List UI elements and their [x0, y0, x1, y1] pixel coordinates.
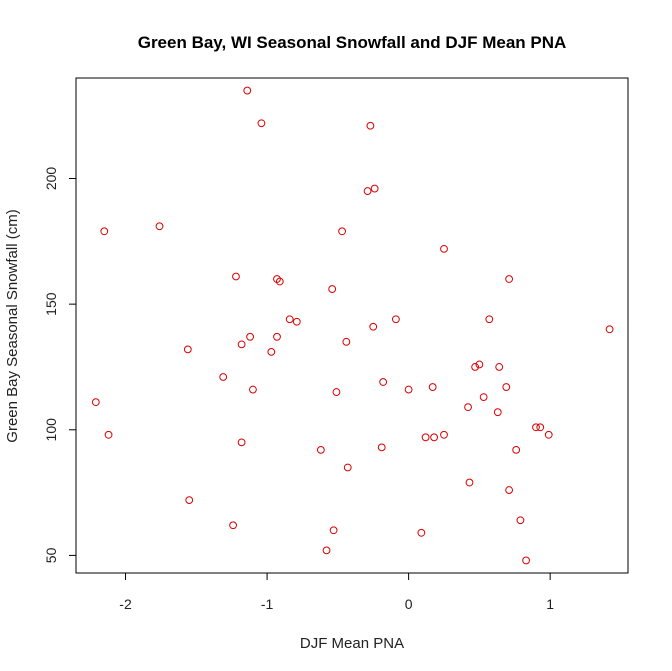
- data-point: [369, 322, 378, 331]
- data-point: [343, 463, 352, 472]
- data-point: [605, 325, 614, 334]
- data-points: [91, 86, 614, 565]
- data-point: [512, 445, 521, 454]
- data-point: [479, 393, 488, 402]
- data-point: [421, 433, 430, 442]
- data-point: [243, 86, 252, 95]
- data-point: [505, 275, 514, 283]
- y-axis: 50 100 150 200: [43, 167, 77, 563]
- data-point: [502, 383, 511, 391]
- x-axis-label: DJF Mean PNA: [300, 635, 404, 652]
- data-point: [273, 332, 281, 341]
- data-point: [495, 363, 504, 371]
- data-point: [440, 244, 448, 253]
- data-point: [464, 403, 472, 412]
- data-point: [275, 277, 284, 286]
- data-point: [100, 227, 109, 236]
- data-point: [370, 184, 379, 193]
- y-axis-label: Green Bay Seasonal Snowfall (cm): [4, 209, 21, 442]
- data-point: [338, 227, 346, 236]
- data-point: [516, 516, 525, 525]
- data-point: [232, 272, 240, 281]
- data-point: [155, 222, 164, 231]
- y-tick-label: 100: [43, 418, 59, 442]
- data-point: [522, 556, 530, 565]
- data-point: [322, 546, 331, 555]
- data-point: [104, 430, 113, 439]
- x-tick-label: -1: [261, 596, 274, 612]
- data-point: [363, 187, 372, 195]
- data-point: [237, 438, 246, 447]
- data-point: [417, 528, 426, 537]
- data-point: [377, 443, 386, 452]
- data-point: [493, 408, 502, 417]
- data-point: [391, 315, 400, 324]
- data-point: [536, 423, 545, 432]
- data-point: [229, 521, 238, 530]
- data-point: [440, 430, 448, 439]
- data-point: [485, 315, 494, 324]
- data-point: [329, 526, 338, 535]
- data-point: [342, 337, 351, 346]
- data-point: [328, 285, 337, 293]
- x-tick-label: 0: [405, 596, 413, 612]
- chart-title: Green Bay, WI Seasonal Snowfall and DJF …: [138, 33, 567, 52]
- data-point: [404, 385, 413, 394]
- data-point: [249, 385, 257, 394]
- y-tick-label: 50: [43, 547, 59, 563]
- x-axis: -2 -1 0 1: [119, 572, 554, 612]
- data-point: [246, 332, 254, 341]
- data-point: [316, 445, 325, 454]
- data-point: [428, 383, 437, 391]
- y-tick-label: 150: [43, 292, 59, 316]
- data-point: [430, 433, 438, 442]
- data-point: [465, 478, 474, 487]
- data-point: [219, 373, 228, 381]
- data-point: [505, 486, 514, 494]
- data-point: [471, 363, 480, 371]
- data-point: [379, 378, 388, 386]
- data-point: [285, 315, 294, 324]
- data-point: [237, 340, 246, 349]
- data-point: [185, 496, 194, 505]
- y-tick-label: 200: [43, 167, 59, 191]
- data-point: [544, 430, 553, 439]
- data-point: [532, 423, 540, 432]
- data-point: [292, 317, 301, 326]
- plot-frame: [75, 77, 629, 574]
- data-point: [257, 119, 266, 128]
- data-point: [91, 398, 100, 407]
- x-tick-label: 1: [546, 596, 554, 612]
- data-point: [267, 347, 276, 356]
- data-point: [475, 360, 484, 369]
- data-point: [183, 345, 192, 354]
- data-point: [366, 121, 375, 130]
- data-point: [332, 388, 341, 396]
- x-tick-label: -2: [119, 596, 132, 612]
